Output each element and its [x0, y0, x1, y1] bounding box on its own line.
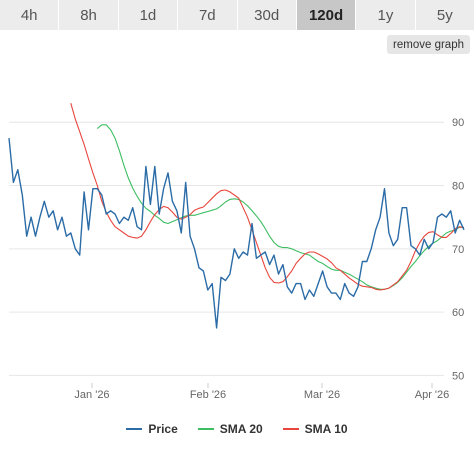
legend-sma20-swatch	[197, 428, 214, 430]
legend-item-price[interactable]: Price	[126, 420, 178, 438]
legend-sma10-label: SMA 10	[304, 422, 348, 436]
legend-item-sma20[interactable]: SMA 20	[197, 420, 263, 438]
tab-1y[interactable]: 1y	[356, 0, 416, 30]
legend-price-swatch	[126, 428, 143, 430]
tab-30d[interactable]: 30d	[237, 0, 297, 30]
y-tick-label: 70	[452, 244, 464, 256]
y-tick-label: 50	[452, 370, 464, 382]
tab-8h[interactable]: 8h	[59, 0, 119, 30]
legend-item-sma10[interactable]: SMA 10	[282, 420, 348, 438]
chart-legend: Price SMA 20 SMA 10	[0, 420, 474, 438]
price-chart: Jan '26 Feb '26 Mar '26 Apr '26 50 60 70 80 90	[8, 103, 465, 400]
legend-sma10-swatch	[282, 428, 299, 430]
legend-price-label: Price	[148, 422, 178, 436]
tab-5y[interactable]: 5y	[415, 0, 474, 30]
series-line-sma20	[96, 124, 464, 290]
tab-7d[interactable]: 7d	[178, 0, 238, 30]
legend-sma20-label: SMA 20	[219, 422, 263, 436]
x-axis-ticks: Jan '26 Feb '26 Mar '26 Apr '26	[74, 383, 449, 400]
y-axis-ticks: 50 60 70 80 90	[452, 117, 464, 382]
x-tick-label: Jan '26	[74, 389, 109, 400]
grid-lines	[9, 121, 444, 376]
remove-graph-button[interactable]: remove graph	[387, 35, 470, 54]
x-tick-label: Mar '26	[304, 389, 340, 400]
tab-4h[interactable]: 4h	[0, 0, 60, 30]
y-tick-label: 60	[452, 307, 464, 319]
x-tick-label: Apr '26	[415, 389, 450, 400]
y-tick-label: 90	[452, 117, 464, 129]
y-tick-label: 80	[452, 181, 464, 193]
series-lines	[8, 103, 465, 329]
x-tick-label: Feb '26	[190, 389, 226, 400]
tab-120d[interactable]: 120d	[296, 0, 357, 30]
series-line-sma10	[70, 103, 465, 291]
tab-1d[interactable]: 1d	[118, 0, 179, 30]
series-line-price	[8, 138, 465, 329]
range-tabs: 4h 8h 1d 7d 30d 120d 1y 5y	[0, 0, 474, 30]
